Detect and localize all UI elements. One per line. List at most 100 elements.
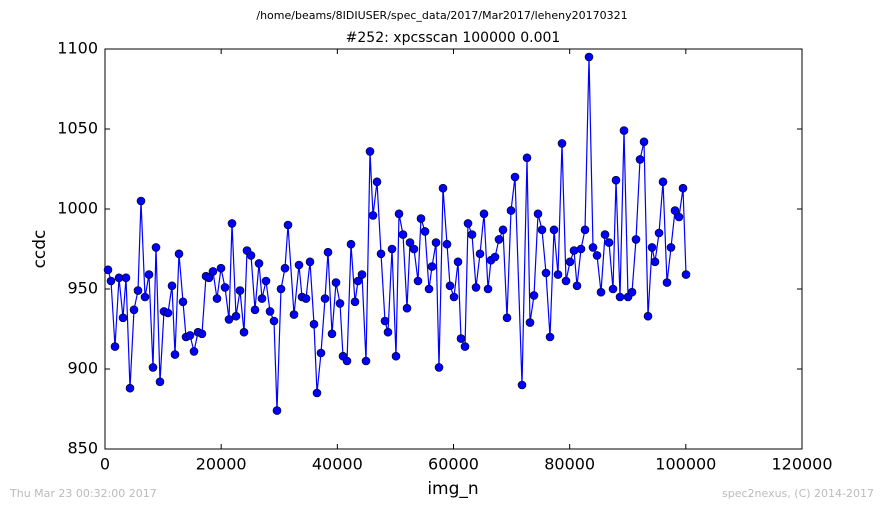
data-point <box>670 206 680 215</box>
data-point <box>639 137 649 147</box>
data-point <box>174 249 184 259</box>
data-point <box>434 363 444 372</box>
data-point <box>272 406 282 415</box>
data-point <box>110 342 120 351</box>
data-point <box>592 251 602 260</box>
footer-date: Thu Mar 23 00:32:00 2017 <box>9 487 157 500</box>
data-point <box>498 225 508 235</box>
x-tick-label: 40000 <box>312 455 363 474</box>
data-point <box>220 283 230 292</box>
data-point <box>537 225 547 235</box>
data-point <box>204 273 214 283</box>
data-point <box>197 329 207 339</box>
y-tick-label: 850 <box>67 439 98 458</box>
data-point <box>342 356 352 366</box>
data-point <box>224 315 234 324</box>
data-point <box>372 177 382 187</box>
data-point <box>170 350 180 359</box>
data-point <box>323 247 333 257</box>
data-point <box>456 334 466 343</box>
data-point <box>405 238 415 247</box>
data-point <box>596 287 606 297</box>
data-point <box>283 220 293 230</box>
data-point <box>398 230 408 239</box>
data-point <box>148 363 158 372</box>
data-point <box>185 331 195 340</box>
data-point <box>136 196 146 206</box>
data-point <box>467 230 477 239</box>
data-point <box>424 284 434 294</box>
data-point <box>416 214 426 223</box>
data-point <box>420 227 430 236</box>
data-point <box>604 238 614 247</box>
data-point <box>471 283 481 292</box>
data-point <box>460 342 470 351</box>
data-point <box>510 172 520 182</box>
data-point <box>506 206 516 215</box>
data-point <box>502 313 512 323</box>
data-point <box>608 284 618 294</box>
x-tick-label: 20000 <box>196 455 247 474</box>
data-point <box>246 251 256 260</box>
y-tick-label: 1050 <box>57 119 98 138</box>
data-point <box>475 249 485 259</box>
data-point <box>365 147 375 156</box>
data-point <box>331 278 341 287</box>
data-point <box>413 276 423 286</box>
data-point <box>309 319 319 329</box>
data-point <box>189 347 199 356</box>
data-point <box>525 318 535 327</box>
data-point <box>611 175 621 185</box>
x-tick-label: 120000 <box>771 455 832 474</box>
data-point <box>254 259 264 268</box>
data-point <box>235 286 245 295</box>
data-point <box>335 299 345 308</box>
data-point <box>316 348 326 358</box>
data-point <box>479 209 489 219</box>
data-point <box>453 257 463 267</box>
data-point <box>572 281 582 291</box>
data-point <box>106 276 116 286</box>
data-point <box>294 260 304 270</box>
data-point <box>533 209 543 219</box>
data-point <box>619 126 629 135</box>
data-point <box>545 332 555 342</box>
data-point <box>280 263 290 273</box>
x-tick-label: 100000 <box>655 455 716 474</box>
x-axis-label: img_n <box>427 479 478 499</box>
data-point <box>353 276 363 286</box>
data-point <box>380 316 390 326</box>
data-point <box>361 356 371 366</box>
data-point <box>494 235 504 244</box>
data-point <box>569 246 579 255</box>
data-point <box>522 153 532 163</box>
data-point <box>557 139 567 148</box>
data-point <box>666 243 676 252</box>
data-point <box>600 230 610 239</box>
data-point <box>216 263 226 273</box>
data-point <box>289 310 299 319</box>
data-point <box>674 212 684 222</box>
data-point <box>584 52 594 62</box>
data-point <box>265 307 275 316</box>
data-point <box>357 270 367 279</box>
data-point <box>121 273 131 283</box>
data-point <box>635 155 645 164</box>
data-point <box>144 270 154 279</box>
suptitle: /home/beams/8IDIUSER/spec_data/2017/Mar2… <box>256 9 627 22</box>
data-point <box>140 292 150 302</box>
data-point <box>580 225 590 235</box>
data-point <box>678 183 688 193</box>
data-point <box>151 243 161 252</box>
data-point <box>647 243 657 252</box>
y-tick-label: 1000 <box>57 199 98 218</box>
data-point <box>681 270 691 279</box>
data-point <box>327 329 337 339</box>
footer-credit: spec2nexus, (C) 2014-2017 <box>722 487 874 500</box>
data-point <box>658 177 668 187</box>
data-point <box>654 228 664 238</box>
chart-title: #252: xpcsscan 100000 0.001 <box>346 30 561 46</box>
data-point <box>394 209 404 219</box>
data-point <box>427 262 437 271</box>
data-point <box>549 225 559 235</box>
